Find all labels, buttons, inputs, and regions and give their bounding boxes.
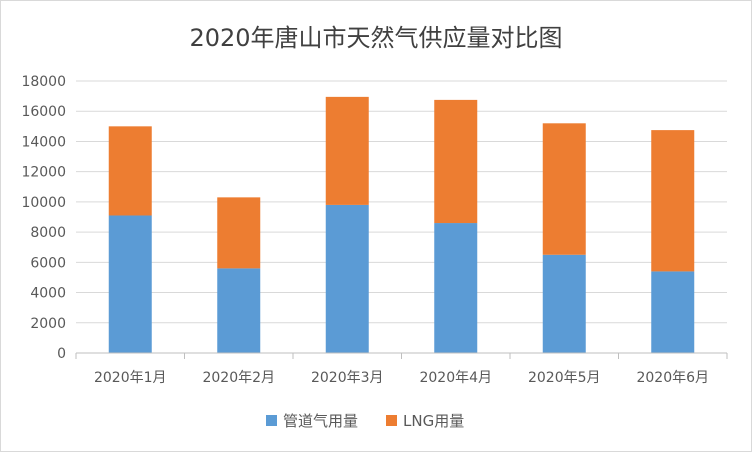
bar-lng-6 [651, 130, 695, 272]
bar-lng-5 [542, 123, 586, 255]
axes: 0 2000 4000 6000 8000 10000 12000 14000 16000 180… [21, 74, 728, 386]
x-tick-label: 2020年4月 [419, 370, 492, 386]
legend: 管道气用量 LNG用量 [266, 412, 464, 430]
y-tick-label: 16000 [21, 104, 66, 120]
legend-label-pipeline-gas: 管道气用量 [283, 412, 358, 430]
bar-lng-3 [325, 96, 369, 205]
y-tick-label: 2000 [30, 316, 66, 332]
x-tick-label: 2020年3月 [311, 370, 384, 386]
y-tick-label: 10000 [21, 195, 66, 211]
y-tick-label: 8000 [30, 225, 66, 241]
bar-pipeline-gas-6 [651, 271, 695, 353]
bar-pipeline-gas-1 [108, 215, 152, 353]
y-tick-label: 12000 [21, 165, 66, 181]
bar-pipeline-gas-3 [325, 204, 369, 353]
x-tick-label: 2020年6月 [636, 370, 709, 386]
y-tick-label: 6000 [30, 255, 66, 271]
chart-title: 2020年唐山市天然气供应量对比图 [189, 24, 563, 52]
legend-swatch-lng [386, 415, 397, 426]
y-tick-label: 18000 [21, 74, 66, 90]
bar-lng-1 [108, 126, 152, 216]
x-tick-label: 2020年2月 [202, 370, 275, 386]
bar-lng-4 [434, 99, 478, 224]
y-tick-label: 4000 [30, 286, 66, 302]
bar-pipeline-gas-2 [217, 268, 261, 353]
gridlines [76, 80, 727, 324]
legend-label-lng: LNG用量 [403, 412, 464, 430]
bar-pipeline-gas-4 [434, 223, 478, 353]
x-tick-label: 2020年1月 [94, 370, 167, 386]
legend-swatch-pipeline-gas [266, 415, 277, 426]
x-tick-label: 2020年5月 [528, 370, 601, 386]
y-tick-label: 0 [57, 346, 66, 362]
bars [108, 96, 695, 353]
bar-lng-2 [217, 197, 261, 269]
bar-pipeline-gas-5 [542, 254, 586, 353]
y-tick-label: 14000 [21, 134, 66, 150]
